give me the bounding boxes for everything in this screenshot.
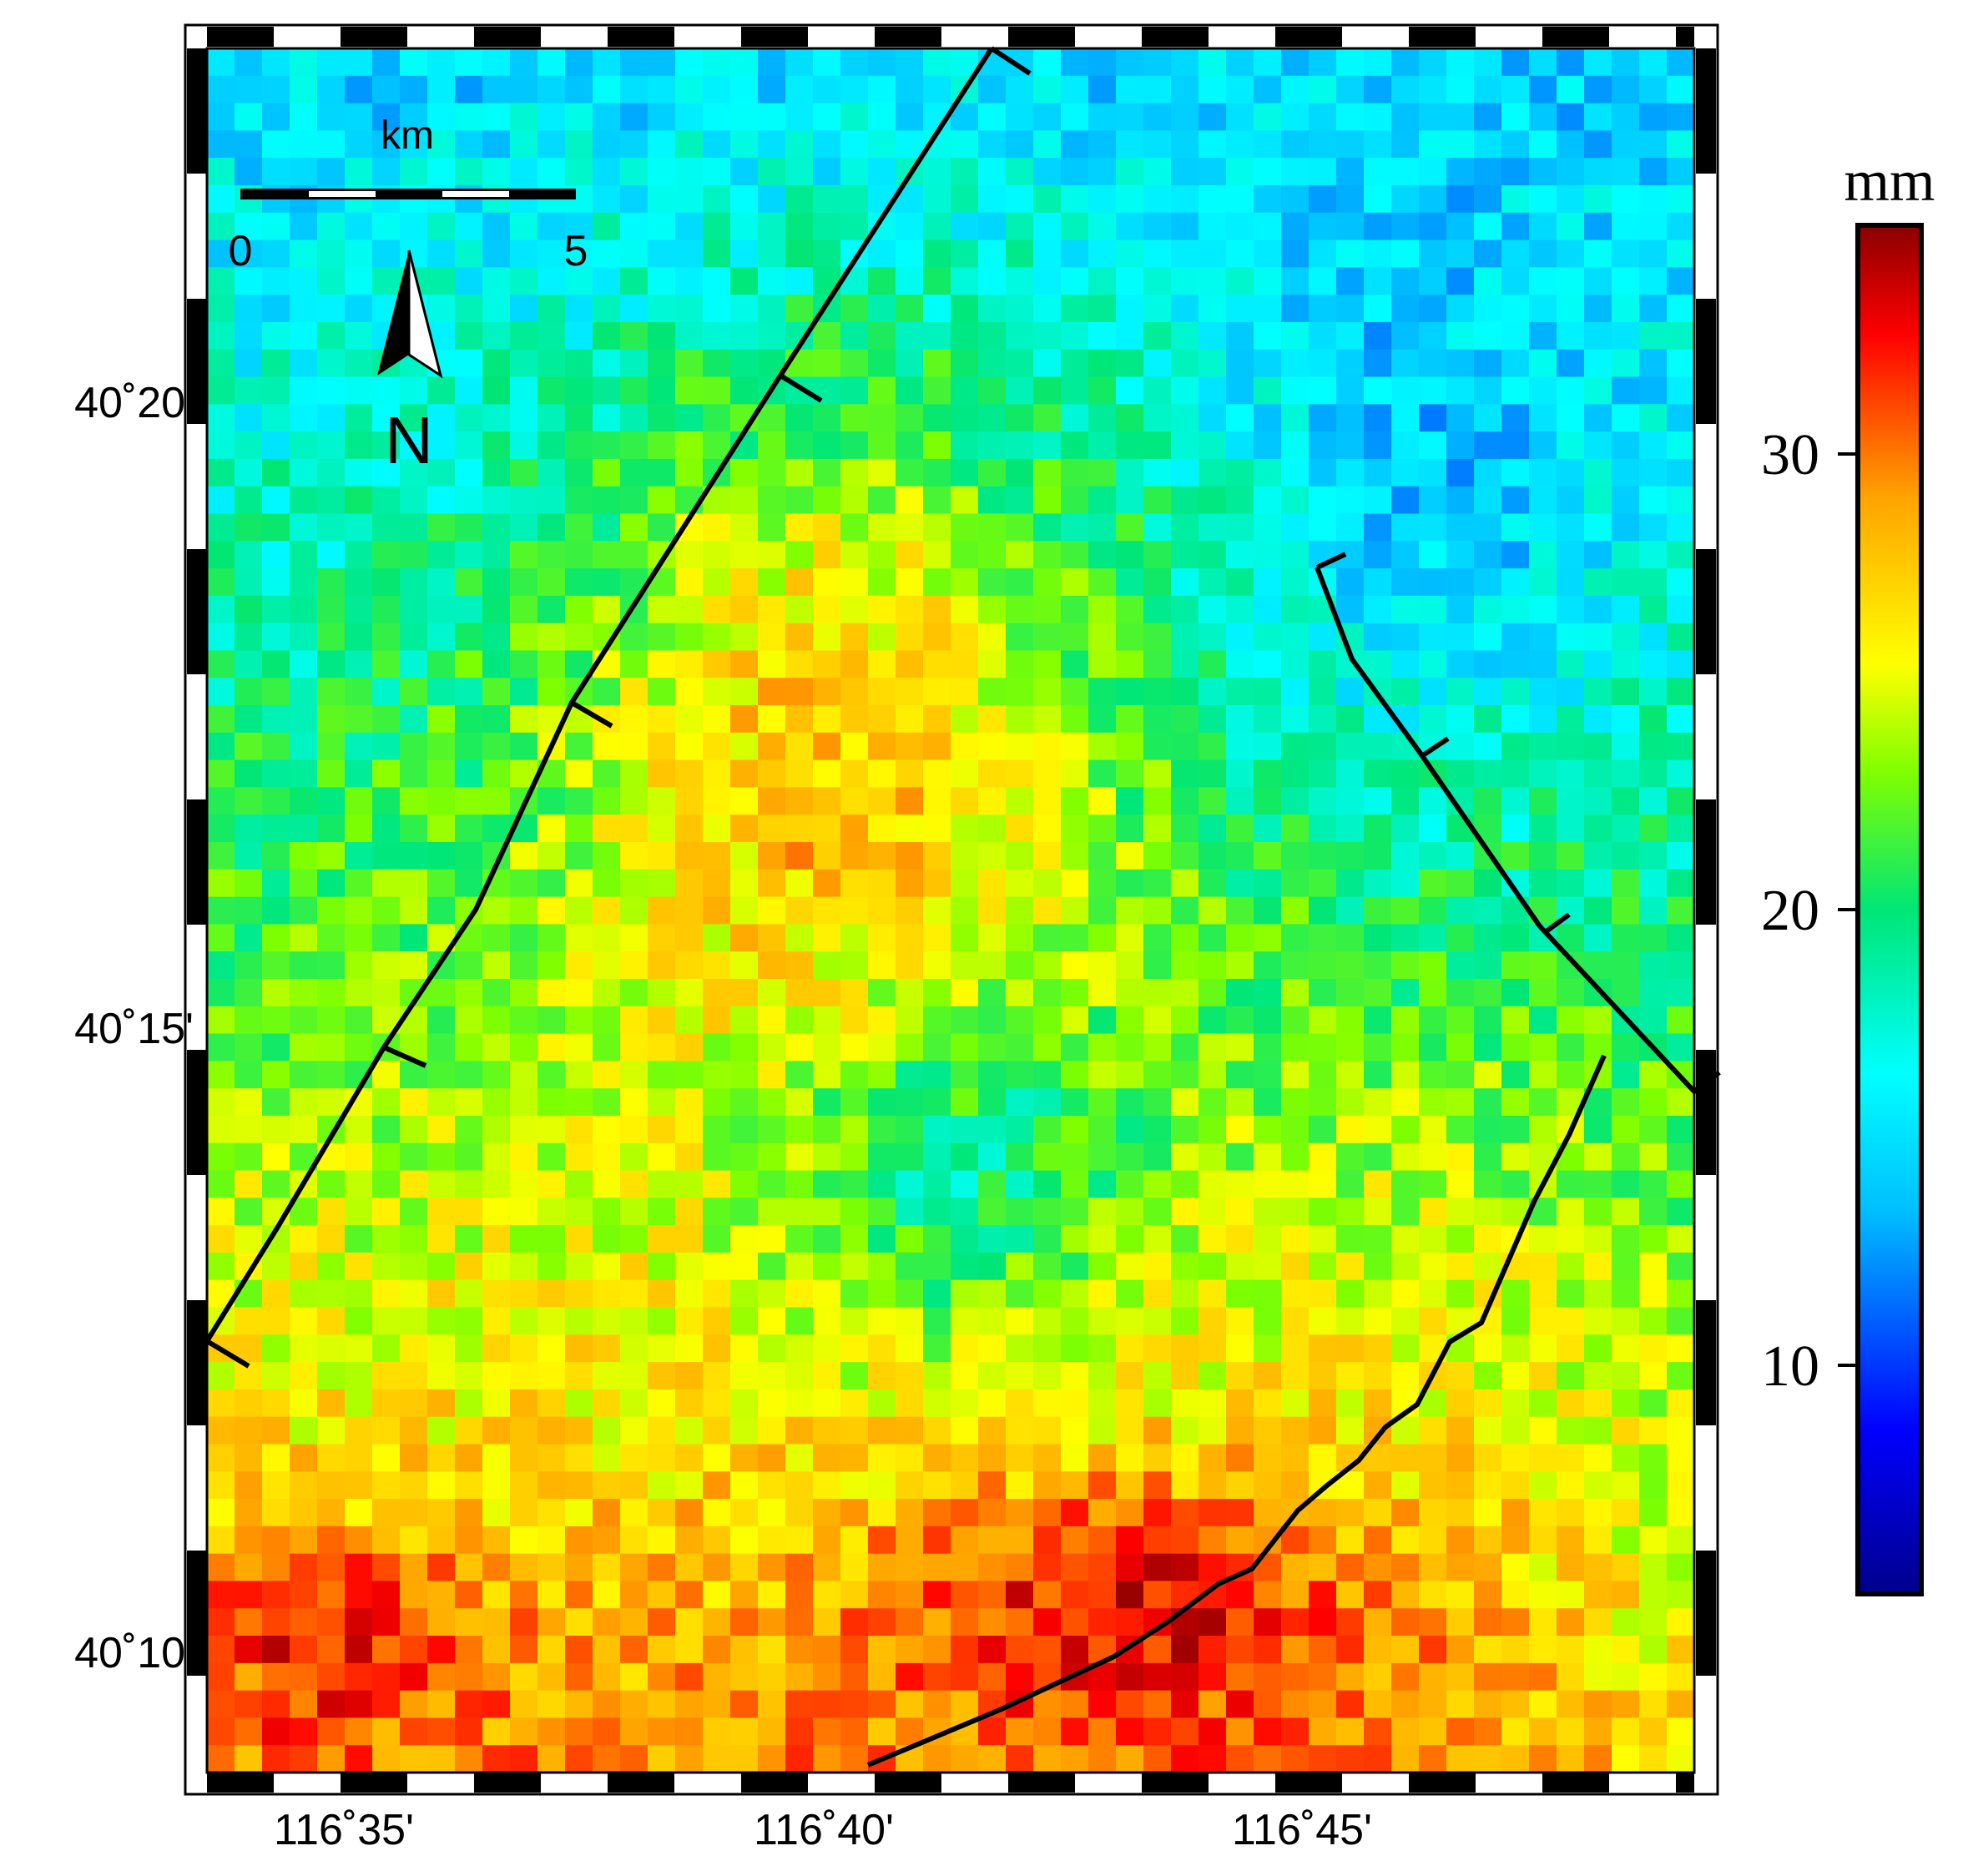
colorbar-tick: 20 — [1761, 879, 1819, 943]
colorbar-tick: 10 — [1761, 1334, 1819, 1399]
fault-lines — [204, 46, 1721, 1768]
lat-labels: 40˚20' 40˚15' 40˚10' — [74, 379, 194, 1677]
scale-bar-unit: km — [381, 113, 434, 158]
north-arrow-icon — [377, 250, 409, 376]
lat-label: 40˚10' — [74, 1629, 194, 1677]
colorbar-unit: mm — [1844, 149, 1935, 214]
map-frame — [184, 23, 1719, 1796]
colorbar: mm 30 20 10 — [1761, 149, 1935, 1596]
colorbar-tick: 30 — [1761, 423, 1819, 487]
lat-label: 40˚20' — [74, 379, 194, 427]
scale-bar-end: 5 — [564, 227, 588, 275]
scale-bar-start: 0 — [229, 227, 253, 275]
lon-label: 116˚40' — [754, 1806, 894, 1854]
colorbar-gradient — [1855, 223, 1924, 1596]
lon-label: 116˚45' — [1232, 1806, 1372, 1854]
fault-south — [866, 1054, 1607, 1768]
fault-east-ticks — [1315, 552, 1721, 1094]
deformation-raster — [207, 48, 1694, 1773]
fault-east — [1315, 566, 1697, 1094]
scale-bar: km 0 5 — [229, 113, 588, 275]
lat-label: 40˚15' — [74, 1005, 194, 1053]
fault-west-ticks — [205, 46, 1032, 1369]
lon-labels: 116˚35' 116˚40' 116˚45' — [274, 1806, 1372, 1854]
north-arrow: N — [377, 250, 443, 477]
north-arrow-label: N — [385, 403, 433, 477]
lon-label: 116˚35' — [274, 1806, 414, 1854]
